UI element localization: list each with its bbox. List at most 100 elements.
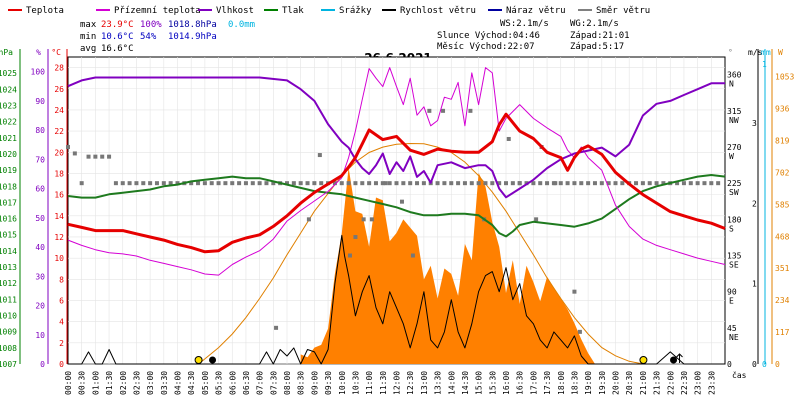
x-tick-label: 00:00 [64, 371, 73, 395]
axis-w-tick: 1053 [775, 73, 794, 82]
wind-direction-point [661, 181, 666, 186]
stats-min-press: 1014.9hPa [168, 32, 217, 42]
axis-temp-tick: 20 [54, 148, 64, 157]
stats-ws: WS:2.1m/s [500, 19, 549, 29]
wind-direction-point [634, 181, 639, 186]
wind-direction-point [107, 154, 112, 159]
axis-hpa-tick: 1022 [0, 118, 17, 127]
axis-dir-tick: 315 [727, 107, 742, 116]
axis-mm-tick: 1 [762, 60, 767, 69]
wind-direction-point [695, 181, 700, 186]
x-tick-label: 01:00 [91, 371, 100, 395]
axis-temp-tick: 12 [54, 233, 64, 242]
x-tick-label: 20:30 [625, 371, 634, 395]
series-pressure-line [67, 174, 726, 238]
series-temperature-line [67, 112, 726, 254]
wind-direction-point [716, 181, 721, 186]
x-tick-label: 15:30 [488, 371, 497, 395]
wind-direction-point [353, 181, 358, 186]
wind-direction-point [202, 181, 207, 186]
axis-hpa-tick: 1017 [0, 198, 17, 207]
x-tick-label: 09:00 [310, 371, 319, 395]
axis-dir-tick: 360 [727, 71, 742, 80]
axis-dir-tick: 90 [727, 288, 737, 297]
x-tick-label: 12:30 [406, 371, 415, 395]
legend-label-4: Srážky [339, 6, 372, 16]
x-tick-label: 03:30 [160, 371, 169, 395]
axis-dir-tick: 45 [727, 324, 737, 333]
wind-direction-point [347, 253, 352, 258]
wind-direction-point [285, 181, 289, 186]
axis-hpa-tick: 1016 [0, 215, 17, 224]
axis-w-tick: 819 [775, 137, 790, 146]
axis-pct-tick: 80 [35, 126, 45, 135]
axis-hpa-tick: 1010 [0, 312, 17, 321]
axis-ms-tick: 0 [752, 360, 757, 369]
wind-direction-point [196, 181, 201, 186]
series-solar-area [300, 167, 595, 364]
moonrise-arrow-icon [676, 353, 683, 363]
x-tick-label: 06:00 [228, 371, 237, 395]
wind-direction-point [312, 181, 317, 186]
wind-direction-point [592, 181, 597, 186]
wind-direction-point [579, 181, 584, 186]
x-tick-label: 08:30 [297, 371, 306, 395]
wind-direction-point [72, 151, 77, 156]
wind-direction-point [577, 329, 582, 334]
wind-direction-point [490, 181, 495, 186]
wind-direction-point [93, 154, 98, 159]
x-tick-label: 00:30 [78, 371, 87, 395]
wind-direction-point [383, 181, 388, 186]
axis-temp-tick: 10 [54, 254, 64, 263]
wind-direction-point [154, 181, 159, 186]
axis-w-tick: 234 [775, 296, 790, 305]
legend-label-1: Přízemní teplota [114, 6, 201, 16]
legend-label-0: Teplota [26, 6, 64, 16]
x-tick-label: 17:00 [529, 371, 538, 395]
x-tick-label: 14:30 [461, 371, 470, 395]
axis-temp-tick: 2 [59, 339, 64, 348]
wind-direction-point [394, 181, 399, 186]
axis-hpa-tick: 1015 [0, 231, 17, 240]
x-tick-label: 13:30 [434, 371, 443, 395]
x-tick-label: 06:30 [242, 371, 251, 395]
wind-direction-point [79, 181, 84, 186]
axis-dir-tick: 180 [727, 215, 742, 224]
axis-pct-tick: 0 [40, 360, 45, 369]
wind-direction-point [709, 181, 714, 186]
stats-sun-set: Západ:21:01 [570, 31, 630, 41]
axis-temp-tick: 14 [54, 212, 64, 221]
axis-pct-tick: 50 [35, 214, 45, 223]
x-tick-label: 19:30 [598, 371, 607, 395]
x-tick-label: 04:30 [187, 371, 196, 395]
axis-temp-tick: 22 [54, 127, 64, 136]
moonrise-icon [670, 356, 678, 364]
x-tick-label: 18:30 [570, 371, 579, 395]
sunrise-icon [194, 356, 203, 364]
axis-w-tick: 585 [775, 200, 790, 209]
wind-direction-point [66, 145, 70, 150]
stats-max-label: max [80, 20, 97, 30]
axes: hPa1007100810091010101110121013101410151… [0, 48, 794, 395]
stats-moon: Měsíc Východ:22:07 [437, 42, 535, 52]
wind-direction-point [230, 181, 235, 186]
wind-direction-point [291, 181, 296, 186]
axis-dir-compass: NW [729, 116, 739, 125]
series-humidity-line [67, 76, 725, 199]
x-tick-label: 02:00 [119, 371, 128, 395]
wind-direction-point [305, 181, 310, 186]
axis-mm-tick: 0 [762, 360, 767, 369]
wind-direction-point [189, 181, 194, 186]
wind-direction-point [468, 108, 473, 113]
x-tick-label: 08:00 [283, 371, 292, 395]
stats-avg-temp: 16.6°C [101, 44, 134, 54]
x-tick-label: 02:30 [132, 371, 141, 395]
axis-temp-tick: 16 [54, 191, 64, 200]
series-wind-speed-line [68, 234, 725, 365]
axis-pct-label: % [36, 48, 41, 57]
axis-hpa-tick: 1007 [0, 360, 17, 369]
stats-min-hum: 54% [140, 32, 157, 42]
wind-direction-point [504, 181, 508, 186]
legend-label-7: Směr větru [596, 6, 650, 16]
